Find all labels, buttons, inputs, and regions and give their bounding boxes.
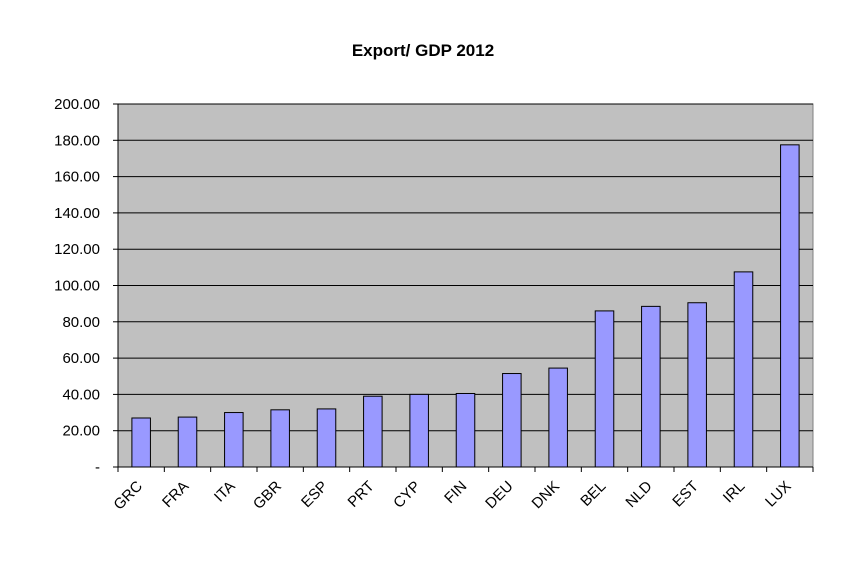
y-axis-ticks: - 20.00 40.00 60.00 80.00 100.00 120.00 140.00 1… <box>54 96 100 476</box>
x-tick-label: IRL <box>720 478 749 507</box>
x-tick-label: DNK <box>529 478 563 512</box>
y-tick-label: 100.00 <box>54 278 100 295</box>
y-tick-label: 180.00 <box>54 132 100 149</box>
bar-bel <box>594 310 615 468</box>
bar-gbr <box>270 409 290 468</box>
x-tick-label: PRT <box>345 478 378 511</box>
bar-lux <box>780 144 800 468</box>
x-axis-ticks: GRC FRA ITA GBR ESP PRT CYP FIN DEU DNK BEL NLD EST I… <box>110 478 794 514</box>
bar-dnk <box>548 367 568 468</box>
y-tick-label: 200.00 <box>54 96 100 113</box>
y-tick-label: 140.00 <box>54 205 100 222</box>
y-tick-label: - <box>95 459 100 476</box>
x-tick-label: FRA <box>159 478 192 511</box>
bar-esp <box>316 408 337 468</box>
axes <box>113 103 814 472</box>
x-tick-label: BEL <box>577 478 609 510</box>
x-tick-label: NLD <box>622 478 655 511</box>
bar-cyp <box>409 393 429 468</box>
y-tick-label: 120.00 <box>54 241 100 258</box>
y-tick-label: 40.00 <box>62 386 100 403</box>
bars <box>131 144 800 468</box>
x-tick-label: GBR <box>250 478 285 513</box>
bar-fra <box>177 416 198 468</box>
bar-est <box>687 302 707 468</box>
x-tick-label: EST <box>669 478 702 511</box>
x-tick-label: DEU <box>482 478 516 512</box>
bar-prt <box>363 395 383 468</box>
bar-nld <box>641 305 661 468</box>
y-tick-label: 20.00 <box>62 423 100 440</box>
bar-fin <box>455 392 476 468</box>
y-tick-label: 60.00 <box>62 350 100 367</box>
bar-irl <box>733 271 754 468</box>
bar-grc <box>131 417 151 468</box>
x-tick-label: ESP <box>298 478 331 511</box>
y-tick-label: 80.00 <box>62 314 100 331</box>
bar-deu <box>502 373 522 468</box>
x-tick-label: LUX <box>762 478 795 511</box>
chart-title: Export/ GDP 2012 <box>352 41 494 60</box>
x-tick-label: CYP <box>390 478 424 512</box>
y-tick-label: 160.00 <box>54 169 100 186</box>
x-tick-label: FIN <box>441 478 470 507</box>
bar-ita <box>224 412 244 468</box>
x-tick-label: ITA <box>211 478 239 506</box>
x-tick-label: GRC <box>110 478 146 514</box>
